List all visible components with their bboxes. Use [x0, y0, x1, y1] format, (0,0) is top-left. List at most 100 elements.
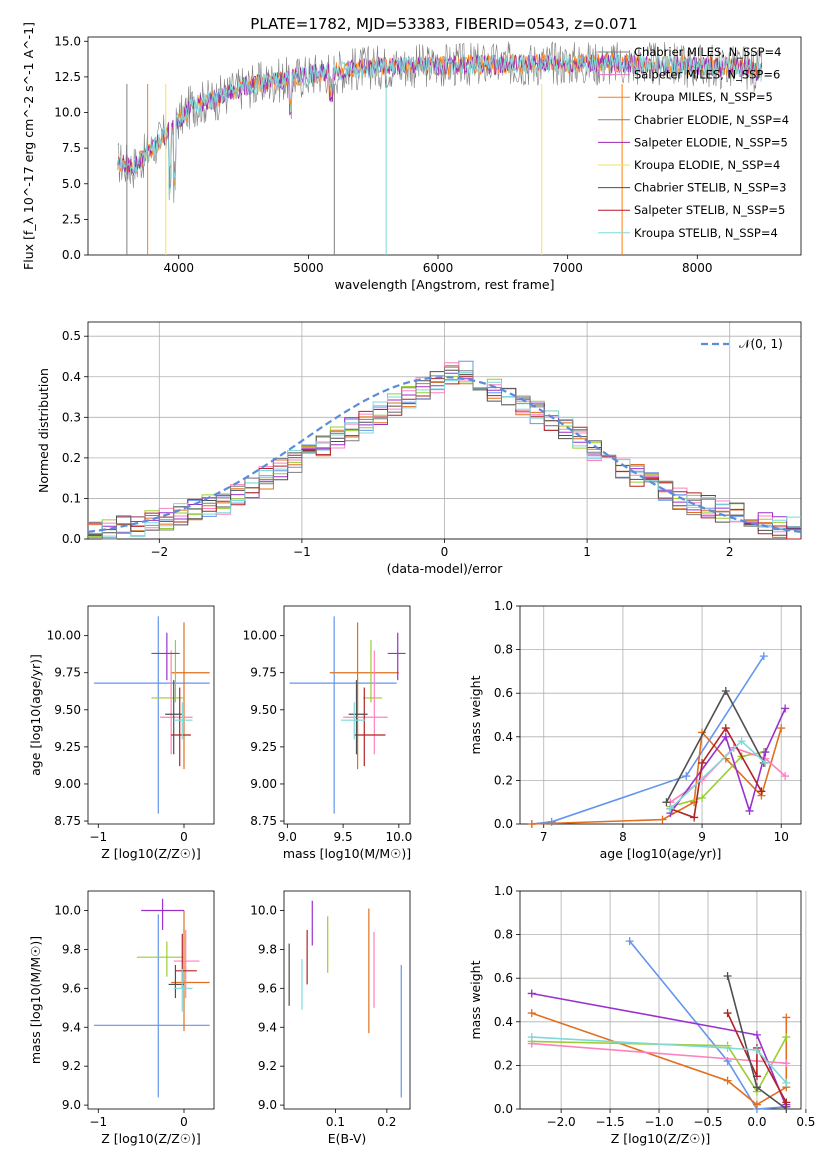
mass-weight-point [698, 793, 707, 802]
x-tick-label: 0 [180, 830, 188, 844]
x-tick-label: −1 [89, 830, 107, 844]
x-tick-label: 10.0 [385, 830, 412, 844]
y-tick-label: 9.6 [62, 981, 81, 995]
age-vs-mass-plot: 9.0 9.5 10.0 8.75 9.00 9.25 9.50 9.75 10.00 mass … [243, 605, 412, 861]
y-tick-label: 0.0 [494, 1102, 513, 1116]
plot-frame [87, 605, 215, 825]
y-tick-label: 12.5 [54, 70, 81, 84]
y-tick-label: 9.4 [62, 1020, 81, 1034]
y-tick-label: 0.2 [62, 451, 81, 465]
residual-histogram: −2 −1 0 1 2 0.0 0.1 0.2 0.3 0.4 0.5 (data-model)/er… [36, 321, 802, 576]
y-tick-label: 0.4 [494, 1015, 513, 1029]
mass-weight-point [782, 1033, 791, 1042]
x-tick-label: −1.0 [644, 1115, 673, 1129]
y-tick-label: 9.50 [250, 703, 277, 717]
x-tick-label: 1 [583, 545, 591, 559]
y-axis-label: Normed distribution [36, 368, 51, 493]
mass-weight-point [723, 1043, 732, 1052]
y-tick-label: 9.0 [258, 1098, 277, 1112]
mass-weight-line [629, 940, 787, 1110]
y-tick-label: 8.75 [54, 814, 81, 828]
y-tick-label: 10.0 [54, 903, 81, 917]
y-tick-label: 9.50 [54, 703, 81, 717]
y-axis-label: mass weight [468, 675, 483, 754]
plot-frame [519, 605, 802, 825]
y-tick-label: 9.6 [258, 981, 277, 995]
plot-frame [283, 605, 411, 825]
plot-frame [87, 890, 215, 1110]
mass-weight-point [625, 937, 634, 946]
x-tick-label: 8000 [682, 261, 713, 275]
legend-label: Kroupa STELIB, N_SSP=4 [634, 226, 778, 240]
mass-weight-point [682, 772, 691, 781]
mass-weight-point [527, 989, 536, 998]
mass-weight-point [757, 787, 766, 796]
mass-weight-point [721, 732, 730, 741]
mass-weight-point [782, 1078, 791, 1087]
mass-weight-point [527, 1033, 536, 1042]
spectrum-plot: 4000 5000 6000 7000 8000 0.0 2.5 5.0 7.5 10.0 12.5… [21, 22, 802, 292]
mass-weight-point [752, 1083, 761, 1092]
x-tick-label: 7 [540, 830, 548, 844]
x-tick-label: −1.5 [596, 1115, 625, 1129]
mass-weight-point [658, 815, 667, 824]
y-tick-label: 9.75 [250, 666, 277, 680]
mass-weight-point [527, 1009, 536, 1018]
x-axis-label: Z [log10(Z/Z☉)] [611, 1131, 711, 1146]
y-tick-label: 9.25 [250, 740, 277, 754]
y-tick-label: 1.0 [494, 599, 513, 613]
x-tick-label: 8 [619, 830, 627, 844]
y-tick-label: 10.0 [250, 903, 277, 917]
y-tick-label: 0.8 [494, 928, 513, 942]
legend-label: Kroupa MILES, N_SSP=5 [634, 90, 773, 104]
legend-label: Kroupa ELODIE, N_SSP=4 [634, 158, 780, 172]
x-tick-label: 0 [441, 545, 449, 559]
x-axis-label: E(B-V) [328, 1131, 367, 1146]
mass-weight-vs-metallicity-plot: −2.0 −1.5 −1.0 −0.5 0.0 0.5 0.0 0.2 0.4 0.6 0.8 1.0… [468, 884, 815, 1146]
mass-weight-point [721, 687, 730, 696]
y-tick-label: 9.00 [54, 777, 81, 791]
x-tick-label: 6000 [423, 261, 454, 275]
x-tick-label: −2 [150, 545, 168, 559]
x-tick-label: 0.1 [326, 1115, 345, 1129]
mass-weight-point [737, 737, 746, 746]
x-tick-label: 7000 [552, 261, 583, 275]
x-axis-label: Z [log10(Z/Z☉)] [101, 1131, 201, 1146]
mass-weight-point [781, 772, 790, 781]
mass-weight-point [723, 1009, 732, 1018]
y-tick-label: 9.2 [62, 1059, 81, 1073]
y-tick-label: 9.2 [258, 1059, 277, 1073]
mass-weight-line [531, 1036, 787, 1084]
x-axis-label: mass [log10(M/M☉)] [283, 846, 411, 861]
x-axis-label: age [log10(age/yr)] [600, 846, 722, 861]
y-tick-label: 9.75 [54, 666, 81, 680]
x-axis-label: (data-model)/error [387, 561, 504, 576]
mass-weight-point [723, 1076, 732, 1085]
x-tick-label: 0.5 [796, 1115, 815, 1129]
y-axis-label: mass [log10(M/M☉)] [28, 936, 43, 1064]
age-vs-metallicity-plot: −1 0 8.75 9.00 9.25 9.50 9.75 10.00 Z [log10(Z/Z… [28, 605, 215, 861]
x-tick-label: −0.5 [693, 1115, 722, 1129]
mass-weight-point [723, 972, 732, 981]
y-tick-label: 0.2 [494, 773, 513, 787]
mass-weight-point [745, 806, 754, 815]
mass-weight-point [721, 724, 730, 733]
x-tick-label: 9.5 [334, 830, 353, 844]
x-tick-label: 5000 [293, 261, 324, 275]
plot-frame [87, 36, 802, 256]
y-axis-label: age [log10(age/yr)] [28, 654, 43, 776]
y-axis-label: Flux [f_λ 10^-17 erg cm^-2 s^-1 A^-1] [21, 22, 36, 270]
mass-weight-line [726, 1012, 788, 1103]
y-tick-label: 0.6 [494, 971, 513, 985]
spectrum-line [117, 52, 763, 197]
y-tick-label: 8.75 [250, 814, 277, 828]
y-tick-label: 0.4 [494, 730, 513, 744]
mass-weight-point [781, 704, 790, 713]
mass-weight-point [698, 758, 707, 767]
y-tick-label: 0.1 [62, 491, 81, 505]
y-tick-label: 0.2 [494, 1058, 513, 1072]
mass-weight-point [761, 748, 770, 757]
y-tick-label: 0.0 [62, 248, 81, 262]
mass-weight-point [782, 1105, 791, 1113]
